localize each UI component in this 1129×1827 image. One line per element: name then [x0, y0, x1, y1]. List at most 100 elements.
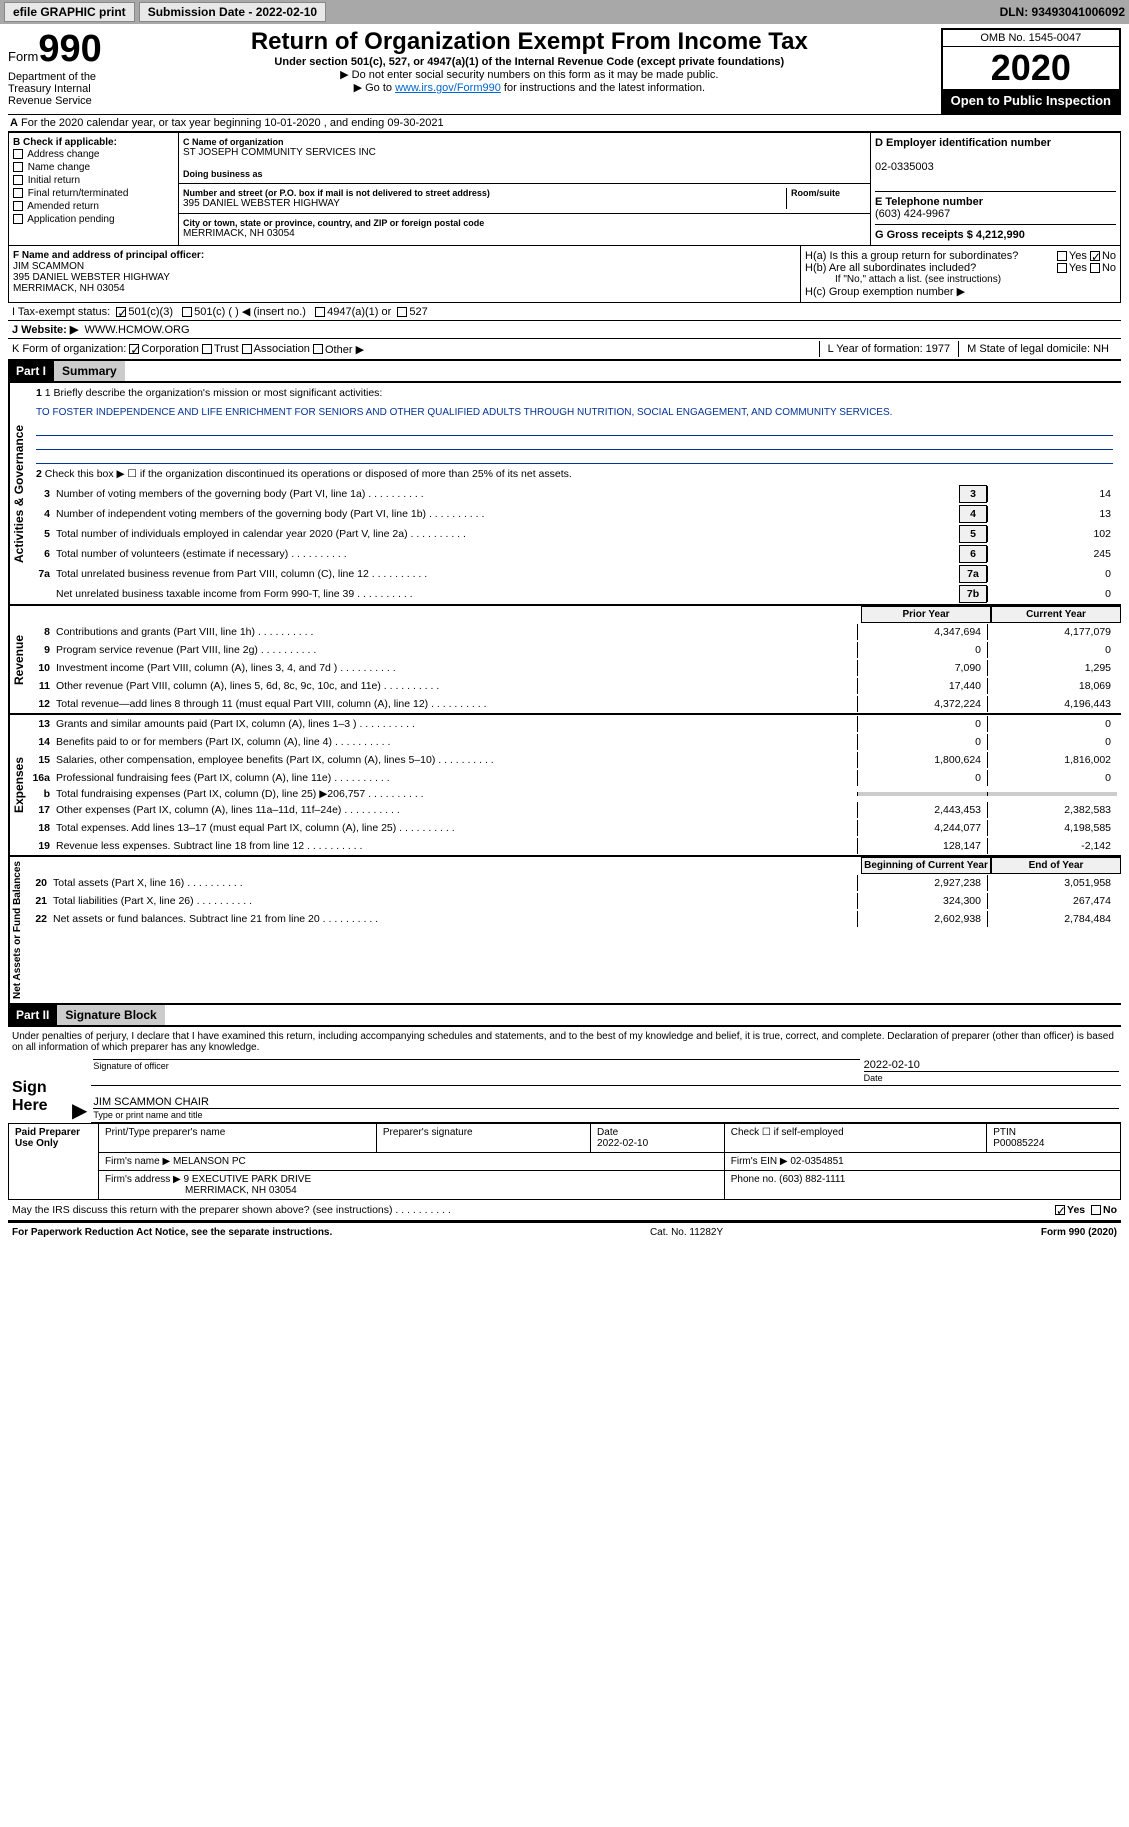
- preparer-table: Paid Preparer Use Only Print/Type prepar…: [8, 1123, 1121, 1200]
- ptin: P00085224: [993, 1138, 1044, 1149]
- section-h: H(a) Is this a group return for subordin…: [800, 246, 1120, 302]
- financial-row: 19Revenue less expenses. Subtract line 1…: [28, 837, 1121, 855]
- checkbox[interactable]: [13, 201, 23, 211]
- efile-print-button[interactable]: efile GRAPHIC print: [4, 2, 135, 22]
- revenue-label: Revenue: [8, 606, 28, 713]
- financial-row: 21Total liabilities (Part X, line 26)324…: [25, 892, 1121, 910]
- form-header: Form 990 Department of the Treasury Inte…: [8, 28, 1121, 114]
- open-public-label: Open to Public Inspection: [943, 89, 1119, 112]
- financial-row: 13Grants and similar amounts paid (Part …: [28, 715, 1121, 733]
- financial-row: 14Benefits paid to or for members (Part …: [28, 733, 1121, 751]
- year-formation: L Year of formation: 1977: [819, 341, 959, 357]
- checkbox[interactable]: [13, 214, 23, 224]
- checkbox-item: Application pending: [13, 213, 174, 226]
- gross-receipts: G Gross receipts $ 4,212,990: [875, 229, 1025, 241]
- dln-label: DLN: 93493041006092: [1000, 5, 1125, 19]
- ein: 02-0335003: [875, 161, 934, 173]
- org-city: MERRIMACK, NH 03054: [183, 228, 866, 239]
- firm-ein: Firm's EIN ▶ 02-0354851: [724, 1153, 1120, 1171]
- sign-date: 2022-02-10: [864, 1059, 920, 1071]
- financial-row: 22Net assets or fund balances. Subtract …: [25, 910, 1121, 928]
- ha-yes-checkbox[interactable]: [1057, 251, 1067, 261]
- form-number: 990: [38, 28, 101, 71]
- assoc-checkbox[interactable]: [242, 344, 252, 354]
- 527-checkbox[interactable]: [397, 307, 407, 317]
- financial-row: 9Program service revenue (Part VIII, lin…: [28, 641, 1121, 659]
- section-c: C Name of organization ST JOSEPH COMMUNI…: [179, 133, 870, 245]
- financial-row: 20Total assets (Part X, line 16)2,927,23…: [25, 874, 1121, 892]
- corp-checkbox[interactable]: [129, 344, 139, 354]
- ha-no-checkbox[interactable]: [1090, 251, 1100, 261]
- section-b: B Check if applicable: Address change Na…: [9, 133, 179, 245]
- 501c3-checkbox[interactable]: [116, 307, 126, 317]
- 4947-checkbox[interactable]: [315, 307, 325, 317]
- instruction-1: ▶ Do not enter social security numbers o…: [124, 68, 935, 81]
- checkbox-item: Amended return: [13, 200, 174, 213]
- financial-row: 15Salaries, other compensation, employee…: [28, 751, 1121, 769]
- checkbox[interactable]: [13, 162, 23, 172]
- financial-row: 18Total expenses. Add lines 13–17 (must …: [28, 819, 1121, 837]
- hb-yes-checkbox[interactable]: [1057, 263, 1067, 273]
- officer-name-title: JIM SCAMMON CHAIR: [93, 1096, 209, 1108]
- prep-date: 2022-02-10: [597, 1138, 648, 1149]
- website: WWW.HCMOW.ORG: [84, 324, 189, 336]
- firm-phone: Phone no. (603) 882-1111: [724, 1171, 1120, 1200]
- year-box: OMB No. 1545-0047 2020 Open to Public In…: [941, 28, 1121, 114]
- summary-row: 3Number of voting members of the governi…: [28, 484, 1121, 504]
- summary-row: 5Total number of individuals employed in…: [28, 524, 1121, 544]
- department-label: Department of the Treasury Internal Reve…: [8, 71, 118, 107]
- checkbox[interactable]: [13, 149, 23, 159]
- line-j: J Website: ▶ WWW.HCMOW.ORG: [8, 321, 1121, 339]
- declaration: Under penalties of perjury, I declare th…: [8, 1027, 1121, 1057]
- line-a: A For the 2020 calendar year, or tax yea…: [8, 114, 1121, 132]
- governance-label: Activities & Governance: [8, 383, 28, 604]
- section-d-e-g: D Employer identification number 02-0335…: [870, 133, 1120, 245]
- footer: For Paperwork Reduction Act Notice, see …: [8, 1221, 1121, 1242]
- discuss-yes-checkbox[interactable]: [1055, 1205, 1065, 1215]
- telephone: (603) 424-9967: [875, 208, 950, 220]
- netassets-label: Net Assets or Fund Balances: [8, 857, 25, 1003]
- sign-here-section: Sign Here ▶ Signature of officer 2022-02…: [8, 1057, 1121, 1123]
- checkbox-item: Name change: [13, 161, 174, 174]
- financial-row: 17Other expenses (Part IX, column (A), l…: [28, 801, 1121, 819]
- current-year-header: Current Year: [991, 606, 1121, 623]
- submission-date-label: Submission Date - 2022-02-10: [139, 2, 326, 22]
- financial-row: 16aProfessional fundraising fees (Part I…: [28, 769, 1121, 787]
- discuss-no-checkbox[interactable]: [1091, 1205, 1101, 1215]
- form-label: Form: [8, 49, 38, 64]
- officer-name: JIM SCAMMON: [13, 261, 84, 272]
- begin-year-header: Beginning of Current Year: [861, 857, 991, 874]
- mission-text: TO FOSTER INDEPENDENCE AND LIFE ENRICHME…: [28, 403, 1121, 422]
- trust-checkbox[interactable]: [202, 344, 212, 354]
- firm-name: MELANSON PC: [173, 1156, 246, 1167]
- part2-title: Signature Block: [57, 1005, 164, 1025]
- checkbox[interactable]: [13, 188, 23, 198]
- instruction-2: ▶ Go to www.irs.gov/Form990 for instruct…: [124, 81, 935, 94]
- org-name: ST JOSEPH COMMUNITY SERVICES INC: [183, 147, 866, 158]
- 501c-checkbox[interactable]: [182, 307, 192, 317]
- line-i: I Tax-exempt status: 501(c)(3) 501(c) ( …: [8, 303, 1121, 321]
- financial-row: 11Other revenue (Part VIII, column (A), …: [28, 677, 1121, 695]
- financial-row: bTotal fundraising expenses (Part IX, co…: [28, 787, 1121, 801]
- irs-link[interactable]: www.irs.gov/Form990: [395, 82, 501, 94]
- part1-header: Part I: [8, 361, 54, 381]
- line-k-l-m: K Form of organization: Corporation Trus…: [8, 339, 1121, 361]
- firm-addr: 9 EXECUTIVE PARK DRIVE: [184, 1174, 312, 1185]
- summary-row: Net unrelated business taxable income fr…: [28, 584, 1121, 604]
- prior-year-header: Prior Year: [861, 606, 991, 623]
- org-address: 395 DANIEL WEBSTER HIGHWAY: [183, 198, 786, 209]
- part1-title: Summary: [54, 361, 125, 381]
- hb-no-checkbox[interactable]: [1090, 263, 1100, 273]
- part2-header: Part II: [8, 1005, 57, 1025]
- arrow-icon: ▶: [68, 1098, 91, 1123]
- checkbox-item: Initial return: [13, 174, 174, 187]
- other-checkbox[interactable]: [313, 344, 323, 354]
- checkbox-item: Address change: [13, 148, 174, 161]
- summary-row: 4Number of independent voting members of…: [28, 504, 1121, 524]
- checkbox-item: Final return/terminated: [13, 187, 174, 200]
- financial-row: 8Contributions and grants (Part VIII, li…: [28, 623, 1121, 641]
- checkbox[interactable]: [13, 175, 23, 185]
- topbar: efile GRAPHIC print Submission Date - 20…: [0, 0, 1129, 24]
- tax-year: 2020: [943, 47, 1119, 89]
- financial-row: 10Investment income (Part VIII, column (…: [28, 659, 1121, 677]
